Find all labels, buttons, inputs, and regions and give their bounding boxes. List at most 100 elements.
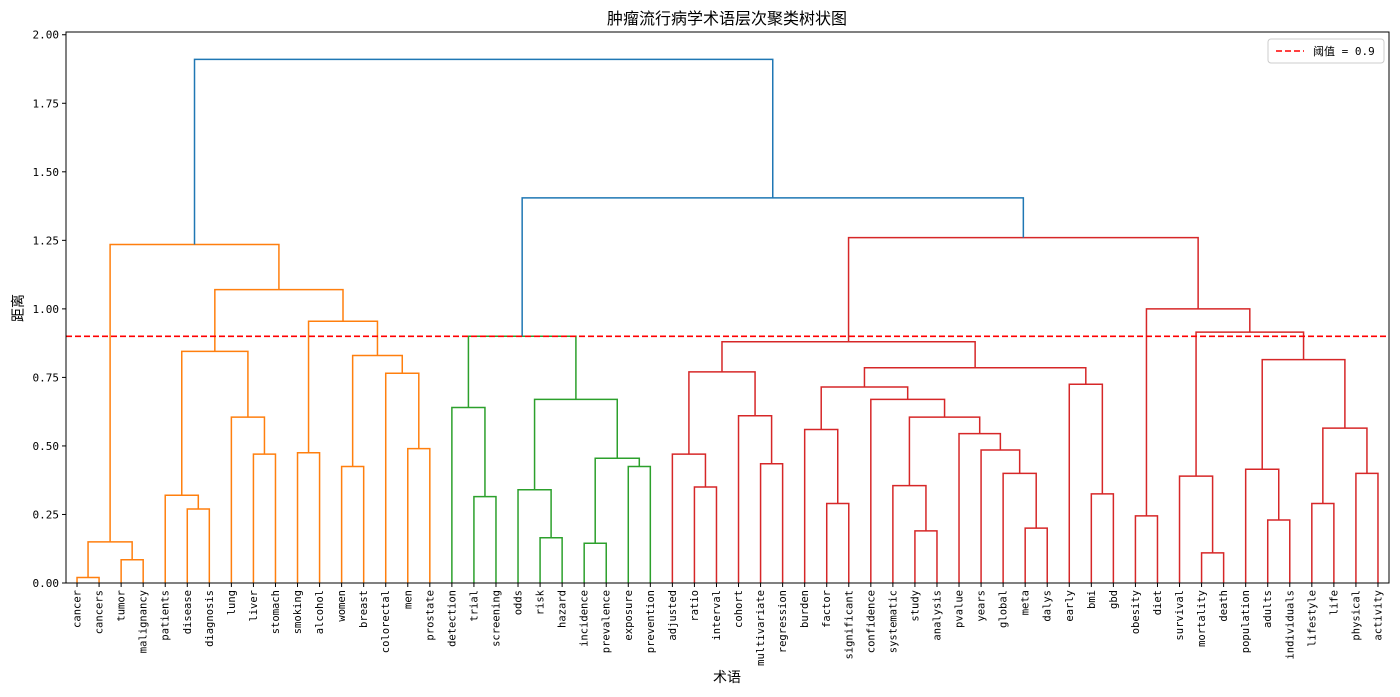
leaf-label: breast	[358, 590, 370, 628]
dendrogram-link	[193, 58, 774, 245]
leaf-label: adults	[1262, 590, 1274, 628]
dendrogram-link	[1090, 493, 1115, 583]
plot-frame	[65, 31, 1390, 584]
dendrogram-link	[351, 354, 404, 467]
dendrogram-link	[521, 197, 1025, 337]
leaf-label: interval	[711, 590, 723, 641]
dendrogram-link	[870, 398, 946, 583]
dendrogram-link	[340, 465, 365, 583]
leaf-label: survival	[1174, 590, 1186, 641]
dendrogram-link	[87, 541, 133, 578]
dendrogram-link	[296, 452, 321, 583]
y-tick-label: 0.75	[33, 371, 60, 384]
leaf-label: tumor	[116, 590, 128, 622]
leaf-label: regression	[777, 590, 789, 653]
leaf-label: life	[1328, 590, 1340, 615]
dendrogram-link	[214, 288, 344, 352]
dendrogram-link	[473, 495, 497, 583]
leaf-label: diagnosis	[204, 590, 216, 647]
leaf-label: prevalence	[601, 590, 613, 653]
dendrogram-link	[627, 465, 652, 583]
dendrogram-link	[1200, 552, 1225, 583]
y-tick-label: 0.25	[33, 508, 60, 521]
leaf-label: stomach	[270, 590, 282, 634]
leaf-label: ratio	[689, 590, 701, 622]
leaf-label: trial	[468, 590, 480, 622]
y-tick-label: 1.25	[33, 234, 60, 247]
dendrogram-link	[1134, 515, 1159, 583]
dendrogram-link	[803, 428, 839, 583]
leaf-label: exposure	[623, 590, 635, 641]
leaf-label: confidence	[865, 590, 877, 653]
legend-threshold-label: 阈值 = 0.9	[1313, 44, 1375, 58]
dendrogram-link	[539, 537, 563, 583]
dendrogram-link	[1024, 527, 1048, 583]
leaf-label: death	[1218, 590, 1230, 622]
dendrogram-link	[1355, 472, 1379, 583]
leaf-label: odds	[513, 590, 525, 615]
leaf-label: detection	[446, 590, 458, 647]
leaf-label: men	[402, 590, 414, 609]
dendrogram-link	[1322, 427, 1368, 504]
leaf-label: multivariate	[755, 590, 767, 666]
leaf-label: study	[909, 590, 921, 622]
dendrogram-link	[594, 457, 641, 544]
leaf-label: systematic	[887, 590, 899, 653]
leaf-label: mortality	[1196, 590, 1208, 647]
leaf-label: cohort	[733, 590, 745, 628]
leaf-label: prevention	[645, 590, 657, 653]
dendrogram-link	[820, 386, 909, 430]
dendrogram-link	[1145, 308, 1251, 516]
leaf-label: women	[336, 590, 348, 622]
dendrogram-link	[230, 416, 266, 583]
dendrogram-link	[1178, 475, 1214, 583]
leaf-label: lung	[226, 590, 238, 615]
leaf-label: meta	[1020, 590, 1032, 615]
leaf-label: global	[998, 590, 1010, 628]
dendrogram-link	[847, 236, 1199, 342]
leaf-label: cancers	[94, 590, 106, 634]
y-tick-label: 2.00	[33, 29, 60, 42]
dendrogram-link	[307, 320, 379, 453]
leaf-label: adjusted	[667, 590, 679, 641]
y-axis: 0.00 0.25 0.50 0.75 1.00 1.25 1.50 1.75 2.00	[33, 29, 66, 590]
dendrogram-link	[908, 416, 981, 486]
leaf-label: dalys	[1042, 590, 1054, 622]
leaf-label: pvalue	[954, 590, 966, 628]
y-tick-label: 0.50	[33, 440, 60, 453]
dendrogram-link	[517, 489, 552, 583]
leaf-label: patients	[160, 590, 172, 641]
legend-box	[1267, 38, 1385, 64]
leaf-label: liver	[248, 590, 260, 622]
dendrogram-link	[467, 335, 577, 408]
dendrogram-link	[164, 494, 200, 583]
x-axis-label: 术语	[713, 670, 741, 686]
legend: 阈值 = 0.9	[1267, 38, 1385, 64]
leaf-label: factor	[821, 590, 833, 628]
leaf-label: prostate	[424, 590, 436, 641]
leaf-label: obesity	[1130, 590, 1142, 634]
leaf-label: diet	[1152, 590, 1164, 615]
leaf-label: hazard	[557, 590, 569, 628]
y-tick-label: 1.00	[33, 303, 60, 316]
leaf-label: activity	[1372, 590, 1384, 641]
dendrogram-link	[1261, 358, 1346, 470]
y-tick-label: 0.00	[33, 577, 60, 590]
dendrogram-link	[688, 371, 756, 455]
y-axis-label: 距离	[10, 294, 27, 322]
leaf-label: analysis	[931, 590, 943, 641]
dendrogram-link	[76, 576, 100, 583]
leaf-label: malignancy	[138, 590, 150, 653]
dendrogram-link	[384, 372, 420, 583]
dendrogram-link	[533, 398, 618, 490]
leaf-label: early	[1064, 590, 1076, 622]
dendrogram-link	[1266, 519, 1291, 583]
dendrogram-link	[1311, 502, 1335, 583]
dendrogram-link	[892, 484, 927, 583]
leaf-label: incidence	[579, 590, 591, 647]
dendrogram-link	[181, 350, 249, 496]
leaf-label: disease	[182, 590, 194, 634]
dendrogram-link	[671, 453, 707, 583]
dendrogram-link	[863, 367, 1087, 387]
